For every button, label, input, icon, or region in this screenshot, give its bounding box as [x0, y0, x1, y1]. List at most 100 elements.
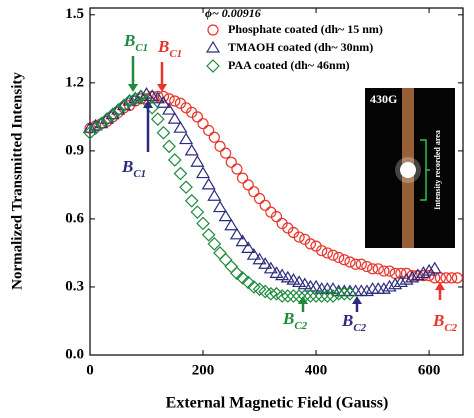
- marker: [331, 286, 346, 301]
- marker: [389, 267, 401, 279]
- annotation-sub: C2: [444, 322, 457, 334]
- marker: [446, 272, 458, 284]
- plot-frame: [89, 7, 464, 356]
- marker: [280, 289, 295, 303]
- marker: [207, 237, 222, 251]
- legend-title: ϕ~ 0.00916: [205, 6, 261, 20]
- annotation-sub: C1: [135, 42, 148, 54]
- annotation-sub: C1: [169, 48, 182, 60]
- annotation-arrowhead: [298, 296, 308, 304]
- marker: [338, 254, 350, 266]
- marker: [88, 121, 103, 136]
- marker: [152, 90, 164, 103]
- y-tick-label: 0.3: [65, 278, 84, 294]
- annotation: BC1: [123, 31, 148, 54]
- marker: [314, 289, 329, 303]
- marker: [207, 189, 222, 201]
- annotation-arrowhead: [352, 296, 362, 304]
- marker: [205, 40, 221, 53]
- marker: [212, 200, 228, 213]
- annotation-arrowhead: [143, 100, 153, 108]
- marker: [304, 238, 317, 250]
- marker: [359, 284, 374, 297]
- marker: [236, 172, 249, 184]
- marker: [253, 192, 266, 205]
- marker: [259, 199, 271, 211]
- annotation-arrowhead: [435, 282, 445, 290]
- inset-note: Intensity recorded area: [433, 130, 442, 210]
- marker: [241, 275, 256, 290]
- annotation-text: B: [432, 311, 444, 330]
- marker: [173, 166, 188, 181]
- marker: [410, 268, 425, 281]
- x-axis-label: External Magnetic Field (Gauss): [166, 395, 389, 412]
- marker: [207, 24, 219, 36]
- marker: [201, 227, 216, 242]
- marker: [230, 266, 244, 281]
- marker: [451, 272, 463, 284]
- marker: [224, 259, 239, 274]
- y-axis-label: Normalized Transmitted Intensity: [9, 72, 25, 290]
- marker: [327, 249, 339, 261]
- marker: [275, 268, 290, 281]
- marker: [434, 272, 446, 284]
- marker: [197, 118, 209, 130]
- marker: [326, 289, 340, 303]
- marker: [258, 257, 273, 269]
- marker: [382, 279, 397, 292]
- marker: [82, 121, 98, 133]
- marker: [399, 272, 414, 285]
- marker: [224, 218, 239, 231]
- marker: [258, 284, 273, 299]
- y-tick-label: 0.0: [65, 346, 84, 362]
- marker: [320, 289, 335, 303]
- marker: [179, 132, 194, 145]
- marker: [196, 216, 210, 231]
- marker: [292, 289, 306, 303]
- marker: [203, 124, 215, 137]
- marker: [169, 95, 181, 107]
- annotation-text: B: [341, 311, 353, 330]
- annotation: BC1: [157, 37, 182, 60]
- marker: [111, 103, 126, 117]
- marker: [163, 93, 175, 105]
- y-tick-label: 1.2: [65, 74, 84, 90]
- legend-label: Phosphate coated (dh~ 15 nm): [228, 22, 383, 36]
- marker: [156, 96, 171, 108]
- marker: [242, 179, 254, 191]
- marker: [388, 277, 403, 290]
- marker: [195, 166, 211, 179]
- marker: [150, 91, 165, 104]
- marker: [208, 131, 220, 143]
- marker: [293, 231, 305, 243]
- marker: [405, 270, 420, 283]
- marker: [416, 266, 431, 278]
- marker: [292, 275, 307, 288]
- marker: [190, 155, 205, 167]
- annotation: BC2: [432, 311, 458, 334]
- marker: [218, 252, 233, 267]
- marker: [275, 289, 290, 303]
- marker: [372, 263, 384, 275]
- marker: [94, 116, 109, 131]
- marker: [270, 211, 283, 223]
- marker: [309, 289, 323, 303]
- annotation-text: B: [282, 309, 294, 328]
- annotation-sub: C1: [133, 168, 146, 180]
- marker: [229, 227, 244, 240]
- marker: [128, 91, 143, 106]
- marker: [333, 251, 345, 264]
- marker: [117, 98, 131, 113]
- annotation-text: B: [123, 31, 135, 50]
- marker: [235, 234, 250, 247]
- marker: [100, 112, 114, 126]
- marker: [280, 270, 295, 283]
- marker: [309, 279, 324, 292]
- x-tick-label: 0: [86, 362, 94, 378]
- marker: [162, 139, 176, 154]
- marker: [225, 156, 237, 168]
- marker: [179, 180, 193, 195]
- marker: [286, 272, 301, 285]
- x-tick-label: 600: [418, 362, 441, 378]
- marker: [235, 271, 250, 285]
